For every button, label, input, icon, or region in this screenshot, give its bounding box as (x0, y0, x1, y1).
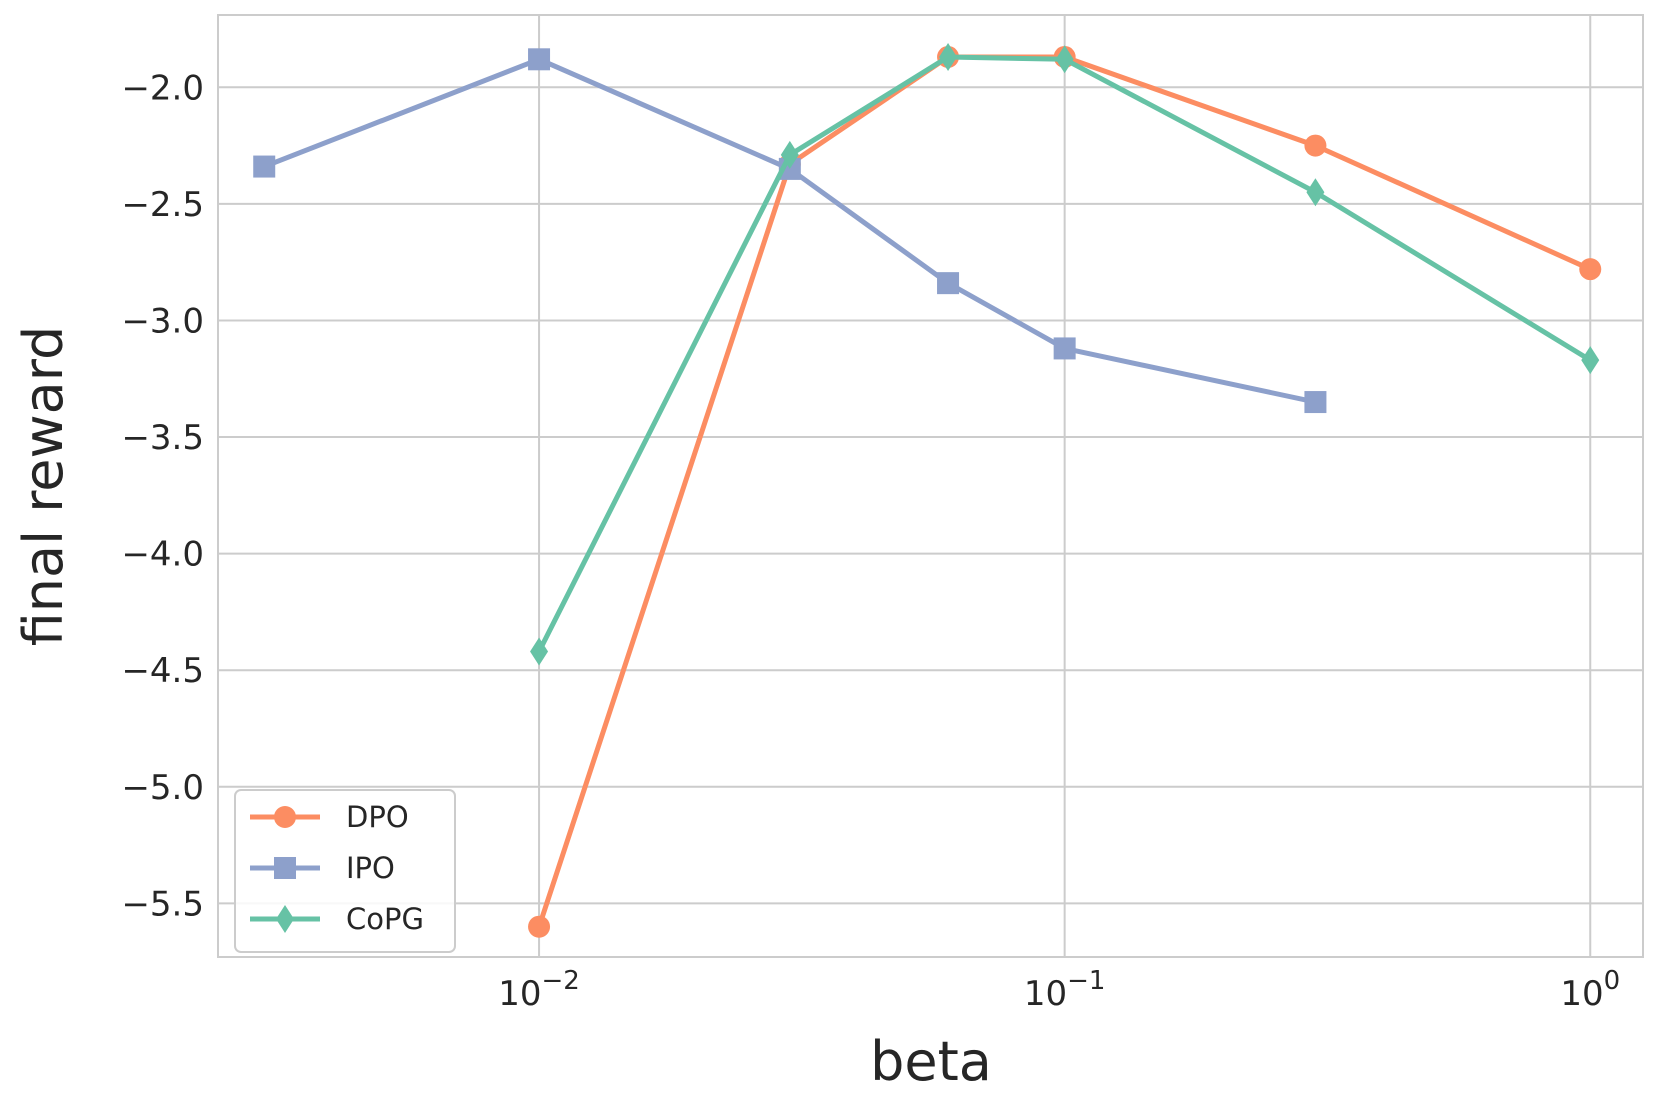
data-point (1055, 45, 1074, 74)
tick-labels: −2.0−2.5−3.0−3.5−4.0−4.5−5.0−5.510−2 10−1… (121, 68, 1620, 1014)
y-tick-label: −5.5 (121, 884, 204, 924)
x-tick-label: 100 (1560, 966, 1620, 1014)
legend-box (234, 789, 456, 953)
legend-label: DPO (346, 800, 409, 834)
data-point (528, 915, 551, 938)
legend: DPO IPO CoPG (234, 789, 456, 953)
data-point (939, 42, 958, 71)
legend-marker (274, 857, 296, 879)
data-point (1306, 178, 1325, 207)
series-line (261, 56, 1318, 405)
x-tick-exponent: −1 (1067, 966, 1105, 996)
x-axis-label: beta (870, 1030, 992, 1093)
data-point (1304, 134, 1327, 157)
data-point (1581, 346, 1600, 375)
legend-label: CoPG (346, 902, 424, 936)
y-tick-label: −3.5 (121, 418, 204, 458)
x-tick-label: 10−2 (498, 966, 580, 1014)
series-line (536, 54, 1593, 654)
y-tick-label: −5.0 (121, 768, 204, 808)
y-tick-label: −4.0 (121, 535, 204, 575)
legend-label: IPO (346, 851, 395, 885)
legend-marker (274, 806, 296, 828)
data-point (780, 140, 799, 169)
x-tick-base: 10 (1560, 974, 1603, 1014)
data-point (1304, 391, 1327, 414)
data-point (528, 48, 551, 71)
data-point (253, 155, 276, 178)
data-point (937, 272, 960, 295)
x-tick-base: 10 (1024, 974, 1067, 1014)
y-tick-label: −2.0 (121, 68, 204, 108)
series-layer (253, 42, 1602, 938)
plot-frame (217, 14, 1644, 958)
data-point (1579, 258, 1602, 281)
x-tick-base: 10 (498, 974, 541, 1014)
data-point (1053, 337, 1076, 360)
legend-item-ipo: IPO (250, 851, 395, 885)
data-point (530, 637, 549, 666)
y-axis-label: final reward (12, 326, 75, 647)
x-tick-exponent: 0 (1604, 966, 1621, 996)
y-tick-label: −2.5 (121, 185, 204, 225)
legend-item-copg: CoPG (250, 902, 424, 936)
legend-item-dpo: DPO (250, 800, 409, 834)
y-tick-label: −3.0 (121, 301, 204, 341)
x-tick-exponent: −2 (542, 966, 580, 996)
series-copg (530, 42, 1600, 666)
y-tick-label: −4.5 (121, 651, 204, 691)
grid (218, 15, 1643, 957)
x-tick-label: 10−1 (1024, 966, 1106, 1014)
legend-marker (276, 905, 294, 933)
series-ipo (253, 48, 1327, 414)
